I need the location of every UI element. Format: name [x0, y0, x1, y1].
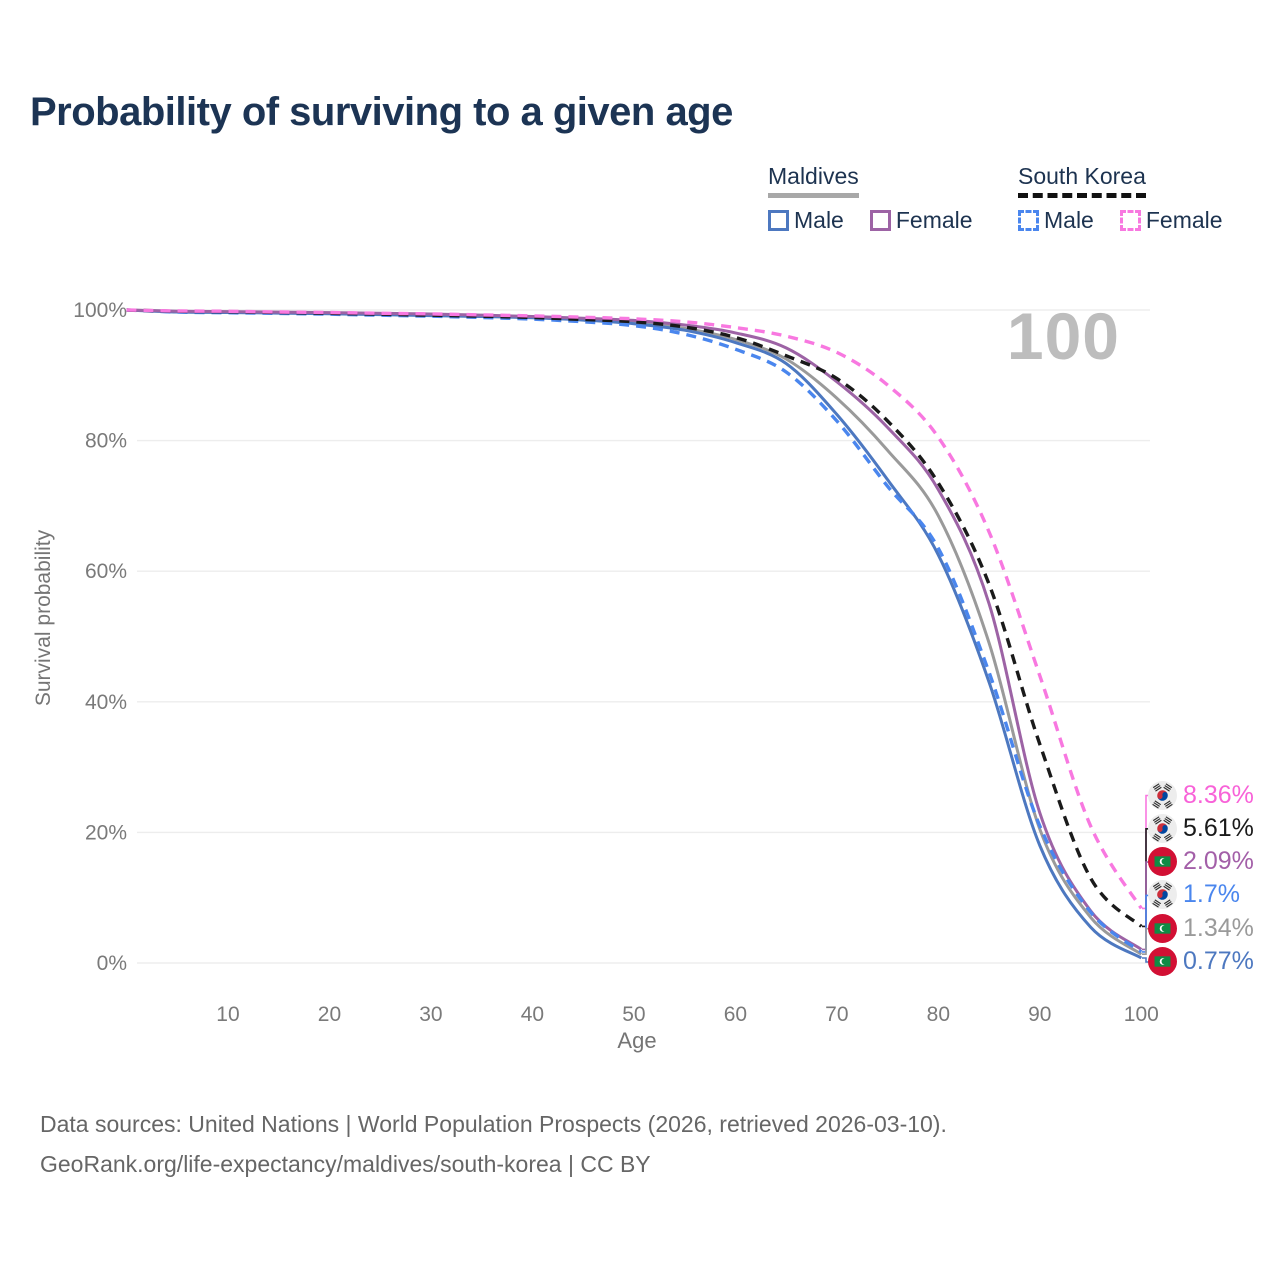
maldives-flag-icon: [1148, 847, 1177, 877]
end-label-value: 0.77%: [1183, 947, 1254, 975]
curve-kr_female[interactable]: [126, 308, 1143, 910]
end-label-value: 1.34%: [1183, 913, 1254, 942]
label-connector: [1142, 957, 1150, 963]
end-label-value: 2.09%: [1183, 847, 1254, 876]
south-korea-female-swatch-icon: [1119, 210, 1141, 231]
legend-group-maldives: Maldives Male Female: [768, 163, 973, 234]
legend-label-south-korea-female: Female: [1145, 207, 1223, 233]
legend-country-maldives[interactable]: Maldives: [768, 163, 859, 198]
maldives-male-swatch-icon: [768, 210, 789, 231]
south-korea-flag-icon: [1148, 813, 1177, 843]
legend-label-south-korea-male: Male: [1044, 207, 1094, 233]
end-label-value: 5.61%: [1183, 813, 1254, 842]
south-korea-flag-icon: [1148, 780, 1177, 810]
end-label-mv_both: 1.34%: [1148, 913, 1254, 943]
end-label-kr_male: 1.7%: [1148, 880, 1240, 910]
maldives-flag-icon: [1148, 913, 1177, 943]
x-axis-title: Age: [617, 1028, 657, 1053]
legend-country-south-korea[interactable]: South Korea: [1018, 163, 1146, 198]
curve-mv_female[interactable]: [126, 308, 1143, 951]
south-korea-male-swatch-icon: [1018, 210, 1039, 231]
x-tick-label: 80: [927, 1003, 950, 1026]
south-korea-flag-icon: [1148, 880, 1177, 910]
y-tick-label: 20%: [85, 821, 127, 844]
footer-url-line: GeoRank.org/life-expectancy/maldives/sou…: [40, 1151, 651, 1177]
maldives-female-swatch-icon: [869, 210, 891, 231]
curve-mv_both[interactable]: [126, 308, 1143, 956]
y-tick-label: 80%: [85, 430, 127, 453]
x-tick-label: 20: [318, 1003, 341, 1026]
y-tick-label: 60%: [85, 560, 127, 583]
label-connector: [1142, 894, 1150, 953]
curve-kr_male[interactable]: [126, 308, 1143, 954]
footer-source-line: Data sources: United Nations | World Pop…: [40, 1111, 947, 1137]
x-tick-label: 50: [622, 1003, 645, 1026]
x-tick-label: 70: [825, 1003, 848, 1026]
legend-label-maldives-male: Male: [794, 207, 844, 233]
legend-item-maldives-female[interactable]: Female: [869, 207, 973, 234]
end-label-mv_female: 2.09%: [1148, 847, 1254, 877]
legend-item-south-korea-male[interactable]: Male: [1018, 207, 1094, 234]
x-tick-label: 40: [521, 1003, 544, 1026]
x-tick-label: 30: [419, 1003, 442, 1026]
end-label-kr_both: 5.61%: [1148, 813, 1254, 843]
footer: Data sources: United Nations | World Pop…: [40, 1104, 947, 1184]
legend-item-maldives-male[interactable]: Male: [768, 207, 844, 234]
legend-item-south-korea-female[interactable]: Female: [1119, 207, 1223, 234]
x-tick-label: 60: [724, 1003, 747, 1026]
end-label-value: 1.7%: [1183, 880, 1240, 909]
chart-title: Probability of surviving to a given age: [30, 90, 733, 134]
maldives-flag-icon: [1148, 947, 1177, 976]
y-tick-label: 0%: [97, 952, 127, 975]
end-label-mv_male: 0.77%: [1148, 947, 1254, 976]
label-connector: [1142, 927, 1150, 955]
y-tick-label: 40%: [85, 691, 127, 714]
y-tick-label: 100%: [73, 299, 127, 322]
end-label-kr_female: 8.36%: [1148, 780, 1254, 810]
legend-label-maldives-female: Female: [895, 207, 973, 233]
x-tick-label: 90: [1028, 1003, 1051, 1026]
legend-group-south-korea: South Korea Male Female: [1018, 163, 1223, 234]
y-axis-title: Survival probability: [32, 529, 55, 707]
curve-mv_male[interactable]: [126, 308, 1143, 960]
x-tick-label: 10: [216, 1003, 239, 1026]
age-counter-watermark: 100: [1006, 299, 1120, 373]
end-label-value: 8.36%: [1183, 780, 1254, 809]
curve-kr_both[interactable]: [126, 308, 1143, 928]
x-tick-label: 100: [1124, 1003, 1159, 1026]
